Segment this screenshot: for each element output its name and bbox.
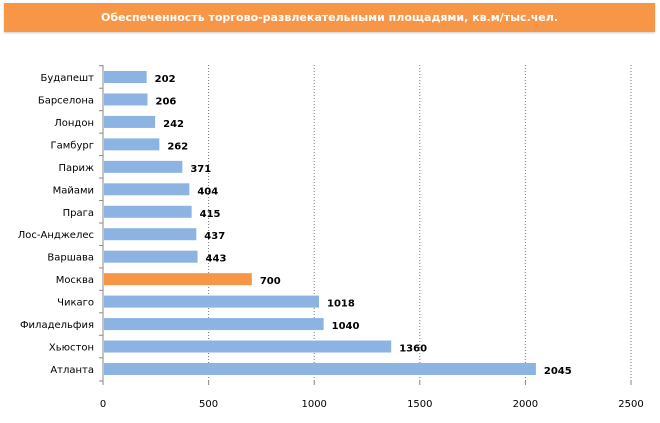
x-tick-label: 0 (100, 399, 106, 410)
category-label: Варшава (47, 253, 94, 264)
chart-title: Обеспеченность торгово-развлекательными … (4, 3, 655, 32)
bar-9 (104, 273, 252, 286)
data-label: 415 (200, 209, 221, 220)
data-label: 1018 (327, 299, 355, 310)
data-label: 262 (167, 141, 188, 152)
bar-11 (104, 318, 324, 331)
data-label: 404 (197, 186, 218, 197)
bar-7 (104, 228, 197, 241)
data-label: 1360 (399, 344, 427, 355)
category-label: Лондон (54, 118, 94, 129)
bar-5 (104, 183, 190, 196)
data-label: 206 (156, 96, 177, 107)
category-label: Прага (63, 208, 94, 219)
bar-6 (104, 205, 192, 218)
data-label: 2045 (544, 366, 572, 377)
bar-1 (104, 93, 148, 106)
bar-8 (104, 250, 198, 263)
x-tick-label: 1500 (407, 399, 432, 410)
bar-2 (104, 115, 156, 128)
category-label: Париж (58, 163, 94, 174)
x-tick-label: 2000 (513, 399, 538, 410)
category-label: Майами (53, 185, 94, 196)
category-label: Филадельфия (20, 320, 94, 331)
category-label: Атланта (50, 365, 94, 376)
x-tick-label: 1000 (301, 399, 326, 410)
bar-4 (104, 160, 183, 173)
bar-10 (104, 295, 320, 308)
bar-0 (104, 71, 147, 83)
category-label: Будапешт (41, 73, 95, 84)
data-label: 700 (260, 276, 281, 287)
bar-13 (104, 362, 536, 375)
bar-3 (104, 138, 160, 151)
category-label: Хьюстон (49, 343, 94, 354)
data-label: 443 (206, 254, 227, 265)
data-label: 242 (163, 119, 184, 130)
category-label: Гамбург (51, 140, 94, 151)
x-tick-label: 500 (199, 399, 218, 410)
bar-12 (104, 340, 392, 353)
category-label: Барселона (38, 95, 94, 106)
x-tick-label: 2500 (618, 399, 643, 410)
data-label: 202 (155, 74, 176, 85)
category-label: Чикаго (57, 298, 94, 309)
category-label: Лос-Анджелес (18, 230, 94, 241)
data-label: 1040 (332, 321, 360, 332)
category-label: Москва (56, 275, 94, 286)
data-label: 371 (190, 164, 211, 175)
data-label: 437 (204, 231, 225, 242)
